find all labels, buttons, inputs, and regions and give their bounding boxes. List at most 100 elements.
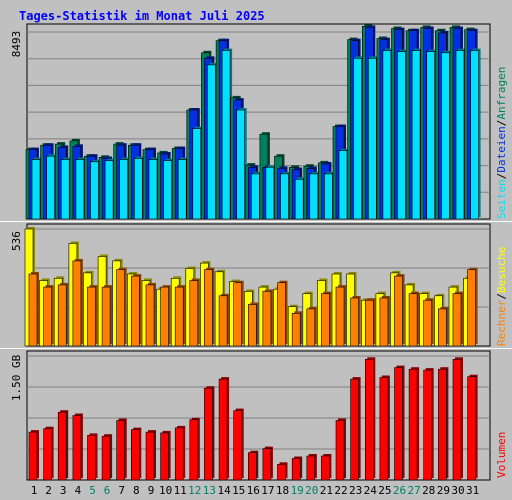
bar-rechner-day-27 [408,293,418,347]
legend-group-volume: Volumen [495,432,508,478]
bar-volumen-day-8 [131,429,140,481]
x-tick-label-day-22: 22 [334,484,347,497]
bar-seiten-day-3 [60,159,70,220]
bar-volumen-day-20 [306,455,316,481]
x-tick-label-day-20: 20 [305,484,318,497]
bar-seiten-day-16 [251,173,260,220]
x-tick-label-day-9: 9 [148,484,155,497]
bar-rechner-day-15 [233,282,242,347]
bar-rechner-day-21 [321,293,330,347]
bar-volumen-day-6 [101,435,111,481]
bar-rechner-day-14 [218,295,228,347]
bar-rechner-day-4 [72,260,82,347]
legend-entry-besuche: Besuche [495,247,508,293]
bar-rechner-day-22 [335,286,345,347]
bar-volumen-day-10 [160,432,169,481]
x-tick-label-day-23: 23 [349,484,362,497]
panel-visits-ytick-label: 536 [10,231,23,251]
bar-rechner-day-25 [379,297,389,347]
bar-seiten-day-15 [236,109,245,220]
legend-group-requests: Seiten/Dateien/Anfragen [495,67,508,219]
x-tick-label-day-25: 25 [378,484,391,497]
bar-seiten-day-1 [31,159,41,220]
bar-rechner-day-19 [291,312,301,347]
bar-rechner-day-1 [28,273,38,347]
bar-seiten-day-10 [163,160,172,220]
bar-volumen-day-23 [350,378,359,481]
bar-volumen-day-29 [438,368,447,481]
x-tick-label-day-29: 29 [437,484,450,497]
x-tick-label-day-8: 8 [133,484,140,497]
bar-seiten-day-24 [367,57,377,220]
x-tick-label-day-30: 30 [451,484,464,497]
legend-entry-rechner: Rechner [495,299,508,346]
bar-volumen-day-17 [262,448,272,481]
bar-volumen-day-19 [291,458,301,481]
chart-legend: Seiten/Dateien/AnfragenRechner/BesucheVo… [495,67,508,478]
bar-rechner-day-29 [438,308,447,347]
bar-rechner-day-17 [262,291,272,347]
bar-rechner-day-7 [116,269,125,347]
bar-volumen-day-15 [233,410,242,481]
x-tick-label-day-5: 5 [89,484,96,497]
legend-entry-volumen: Volumen [495,432,508,478]
bar-rechner-day-31 [467,269,476,347]
x-tick-label-day-13: 13 [203,484,216,497]
x-tick-label-day-6: 6 [104,484,111,497]
bar-volumen-day-1 [28,431,38,481]
legend-entry-dateien: Dateien [495,126,508,172]
bar-rechner-day-28 [423,299,433,347]
bar-seiten-day-20 [309,173,319,220]
bar-rechner-day-11 [174,286,184,347]
bar-rechner-day-2 [43,286,52,347]
x-tick-label-day-28: 28 [422,484,435,497]
bar-seiten-day-27 [411,50,421,220]
bar-seiten-day-26 [397,51,406,220]
bar-rechner-day-6 [101,286,111,347]
bar-seiten-day-29 [441,52,450,220]
bar-rechner-day-10 [160,286,169,347]
bar-seiten-day-12 [192,128,202,220]
legend-separator: / [495,120,508,127]
legend-entry-seiten: Seiten [495,179,508,219]
bar-volumen-day-21 [321,455,330,481]
bar-rechner-day-30 [452,293,462,347]
x-tick-label-day-15: 15 [232,484,245,497]
x-tick-label-day-21: 21 [320,484,333,497]
panel-volume-bars [28,357,478,481]
x-tick-label-day-2: 2 [45,484,52,497]
x-tick-label-day-4: 4 [75,484,82,497]
panel-requests: 8493 [10,23,491,220]
panel-visits: 536 [10,223,491,347]
bar-seiten-day-5 [90,161,99,220]
bar-rechner-day-9 [145,284,155,347]
x-tick-label-day-7: 7 [118,484,125,497]
x-tick-label-day-27: 27 [407,484,420,497]
bar-seiten-day-25 [382,50,392,220]
bar-seiten-day-13 [207,64,216,220]
bar-seiten-day-14 [221,50,231,220]
bar-volumen-day-5 [87,435,96,481]
panel-volume-ytick-label: 1.50 GB [10,354,23,401]
bar-seiten-day-21 [324,173,333,220]
bar-seiten-day-11 [177,159,187,220]
bar-seiten-day-9 [148,159,158,220]
bar-rechner-day-13 [204,269,213,347]
bar-seiten-day-17 [265,167,275,220]
chart-title: Tages-Statistik im Monat Juli 2025 [19,9,265,23]
bar-volumen-day-24 [364,358,374,481]
chart-panels: 8493 536 1.50 GB [0,23,512,481]
x-tick-label-day-10: 10 [159,484,172,497]
panel-requests-ytick-label: 8493 [10,31,23,58]
bar-seiten-day-19 [294,179,304,220]
legend-separator: / [495,293,508,300]
bar-rechner-day-8 [131,275,140,347]
bar-volumen-day-16 [248,452,257,481]
bar-volumen-day-30 [452,358,462,481]
bar-rechner-day-16 [248,304,257,347]
bar-volumen-day-2 [43,428,52,481]
bar-volumen-day-14 [218,378,228,481]
bar-seiten-day-30 [455,50,465,220]
panel-requests-bars [25,24,481,220]
